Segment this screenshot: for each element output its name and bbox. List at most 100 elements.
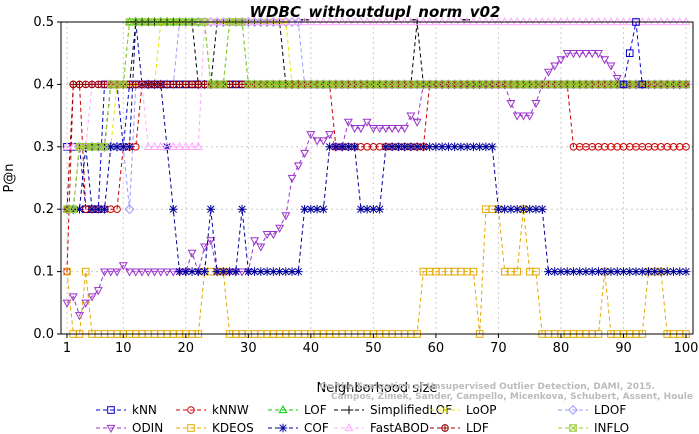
legend-marker	[278, 423, 288, 433]
data-point	[106, 142, 116, 152]
chart-title: WDBC_withoutdupl_norm_v02	[250, 3, 501, 21]
data-point	[262, 231, 272, 240]
data-point	[287, 174, 297, 183]
data-point	[481, 17, 491, 26]
data-point	[562, 267, 572, 276]
x-tick-label: 90	[615, 341, 632, 356]
data-point	[62, 299, 72, 308]
plot-frame	[60, 21, 694, 335]
data-point	[88, 80, 96, 89]
data-point	[137, 268, 147, 277]
legend-label: SimplifiedLOF	[370, 403, 452, 417]
data-point	[587, 50, 597, 59]
data-point	[456, 142, 466, 152]
data-point	[156, 268, 166, 277]
data-point	[68, 293, 78, 302]
legend-label: LDF	[466, 421, 489, 434]
data-point	[568, 50, 578, 59]
data-point	[124, 204, 135, 215]
data-point	[362, 118, 372, 127]
data-point	[406, 142, 416, 152]
data-point	[606, 17, 616, 26]
x-tick-label: 50	[365, 341, 382, 356]
data-point	[656, 17, 666, 26]
data-point	[93, 287, 103, 296]
data-point	[187, 249, 197, 258]
data-point	[100, 80, 109, 89]
data-point	[169, 204, 178, 214]
data-point	[356, 124, 366, 134]
data-point	[381, 124, 391, 134]
data-point	[325, 142, 334, 152]
data-point	[513, 267, 521, 276]
data-point	[293, 162, 303, 171]
data-point	[556, 267, 566, 276]
legend-entry-kdeos: KDEOS	[176, 421, 254, 434]
data-point	[593, 17, 603, 26]
data-point	[256, 267, 266, 276]
data-point	[94, 80, 103, 89]
legend-marker	[107, 406, 115, 414]
data-point	[300, 204, 309, 214]
data-point	[331, 142, 341, 152]
data-point	[494, 204, 503, 214]
data-point	[188, 80, 196, 89]
data-point	[469, 142, 478, 152]
data-point	[281, 267, 291, 276]
legend-marker	[568, 405, 578, 415]
data-point	[350, 124, 360, 134]
series-line	[623, 21, 643, 85]
data-point	[275, 224, 285, 233]
data-point	[268, 17, 278, 26]
data-point	[356, 204, 366, 214]
data-point	[368, 17, 378, 26]
data-point	[93, 204, 103, 214]
data-point	[143, 268, 153, 277]
y-tick-label: 0.2	[33, 202, 54, 217]
legend-entry-loop: LoOP	[430, 403, 497, 417]
data-point	[250, 267, 259, 276]
data-point	[500, 17, 510, 26]
legend-entry-knnw: kNNW	[176, 403, 249, 417]
series-odin	[62, 50, 691, 321]
data-point	[181, 267, 191, 276]
data-point	[125, 17, 135, 26]
data-point	[387, 142, 397, 152]
data-point	[81, 299, 91, 308]
data-point	[243, 17, 253, 26]
data-point	[656, 267, 666, 276]
data-point	[150, 141, 160, 150]
y-axis: 0.0 0.1 0.2 0.3 0.4 0.5	[33, 15, 61, 342]
data-point	[281, 212, 291, 221]
legend-marker	[344, 405, 354, 415]
data-point	[400, 124, 410, 134]
data-point	[437, 17, 447, 26]
data-point	[100, 143, 109, 151]
data-point	[232, 80, 240, 89]
data-point	[444, 142, 453, 152]
legend-entry-inflo: INFLO	[558, 421, 629, 434]
legend-label: FastABOD	[370, 421, 429, 434]
data-point	[375, 204, 384, 214]
data-point	[637, 17, 647, 26]
data-point	[475, 142, 484, 152]
legend-entry-cof: COF	[268, 421, 329, 434]
data-point	[206, 17, 216, 26]
data-point	[431, 17, 441, 26]
data-point	[612, 75, 622, 84]
data-point	[575, 17, 585, 26]
legend-label: LoOP	[466, 403, 497, 417]
data-point	[393, 124, 403, 134]
data-point	[306, 204, 316, 214]
data-point	[619, 80, 628, 89]
data-point	[644, 17, 653, 26]
data-point	[162, 268, 172, 277]
data-point	[175, 141, 185, 150]
series-line	[66, 52, 686, 317]
grid	[61, 21, 693, 335]
data-point	[619, 267, 628, 276]
data-point	[244, 267, 253, 276]
data-point	[131, 268, 141, 277]
data-point	[650, 267, 660, 276]
data-point	[237, 204, 247, 214]
